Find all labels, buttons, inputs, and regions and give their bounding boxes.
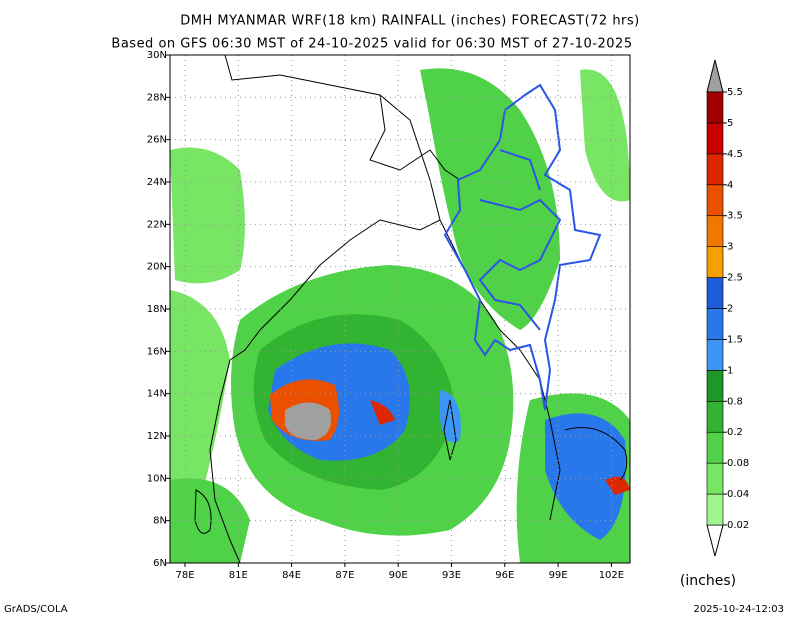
lat-label: 30N xyxy=(147,50,167,61)
colorbar-bin xyxy=(706,215,724,247)
lon-label: 87E xyxy=(335,570,354,581)
lon-label: 81E xyxy=(229,570,248,581)
lat-label: 14N xyxy=(147,389,167,400)
colorbar: 0.02 0.04 0.08 0.2 0.8 1 1.5 2 2.5 3 3.5 4 4.5 5 5.5 xyxy=(706,59,749,557)
lat-label: 24N xyxy=(147,177,167,188)
colorbar-label: 2 xyxy=(727,304,733,315)
lat-label: 10N xyxy=(147,473,167,484)
lat-label: 16N xyxy=(147,346,167,357)
subtitle: Based on GFS 06:30 MST of 24-10-2025 val… xyxy=(111,37,632,52)
colorbar-bin xyxy=(706,493,724,526)
colorbar-label: 1 xyxy=(727,365,733,376)
colorbar-bin xyxy=(706,308,724,340)
colorbar-top-arrow xyxy=(706,59,724,93)
graticule xyxy=(170,55,630,563)
colorbar-label: 0.2 xyxy=(727,427,743,438)
lat-label: 8N xyxy=(153,516,167,527)
colorbar-bin xyxy=(706,153,724,186)
lat-label: 26N xyxy=(147,135,167,146)
colorbar-label: 4.5 xyxy=(727,149,743,160)
colorbar-bin xyxy=(706,184,724,217)
lon-label: 84E xyxy=(282,570,301,581)
lon-label: 93E xyxy=(442,570,461,581)
colorbar-bin xyxy=(706,339,724,371)
colorbar-label: 4 xyxy=(727,180,733,191)
footer-right: 2025-10-24-12:03 xyxy=(693,604,784,615)
colorbar-label: 0.04 xyxy=(727,489,749,500)
colorbar-label: 0.8 xyxy=(727,396,743,407)
colorbar-label: 1.5 xyxy=(727,334,743,345)
colorbar-label: 2.5 xyxy=(727,273,743,284)
colorbar-label: 0.08 xyxy=(727,458,749,469)
colorbar-bottom-arrow xyxy=(706,524,724,557)
lat-label: 20N xyxy=(147,262,167,273)
colorbar-label: 5.5 xyxy=(727,87,743,98)
colorbar-label: 5 xyxy=(727,118,733,129)
lat-label: 22N xyxy=(147,219,167,230)
colorbar-bin xyxy=(706,370,724,402)
lon-label: 99E xyxy=(549,570,568,581)
colorbar-bin xyxy=(706,91,724,124)
lat-label: 6N xyxy=(153,558,167,569)
footer-left: GrADS/COLA xyxy=(4,604,68,615)
colorbar-bin xyxy=(706,122,724,155)
title: DMH MYANMAR WRF(18 km) RAINFALL (inches)… xyxy=(180,14,640,29)
colorbar-bin xyxy=(706,431,724,464)
colorbar-bin xyxy=(706,277,724,309)
colorbar-label: 3 xyxy=(727,242,733,253)
lat-label: 12N xyxy=(147,431,167,442)
colorbar-label: 3.5 xyxy=(727,211,743,222)
lat-label: 18N xyxy=(147,304,167,315)
lon-label: 102E xyxy=(599,570,624,581)
colorbar-bin xyxy=(706,400,724,433)
lon-label: 96E xyxy=(495,570,514,581)
rain-field xyxy=(170,68,630,563)
colorbar-label: 0.02 xyxy=(727,520,749,531)
colorbar-bin xyxy=(706,462,724,495)
colorbar-bin xyxy=(706,246,724,278)
colorbar-unit: (inches) xyxy=(680,573,736,589)
lon-label: 90E xyxy=(389,570,408,581)
map xyxy=(169,54,631,564)
lat-label: 28N xyxy=(147,92,167,103)
lon-label: 78E xyxy=(175,570,194,581)
myanmar-borders xyxy=(443,83,602,411)
